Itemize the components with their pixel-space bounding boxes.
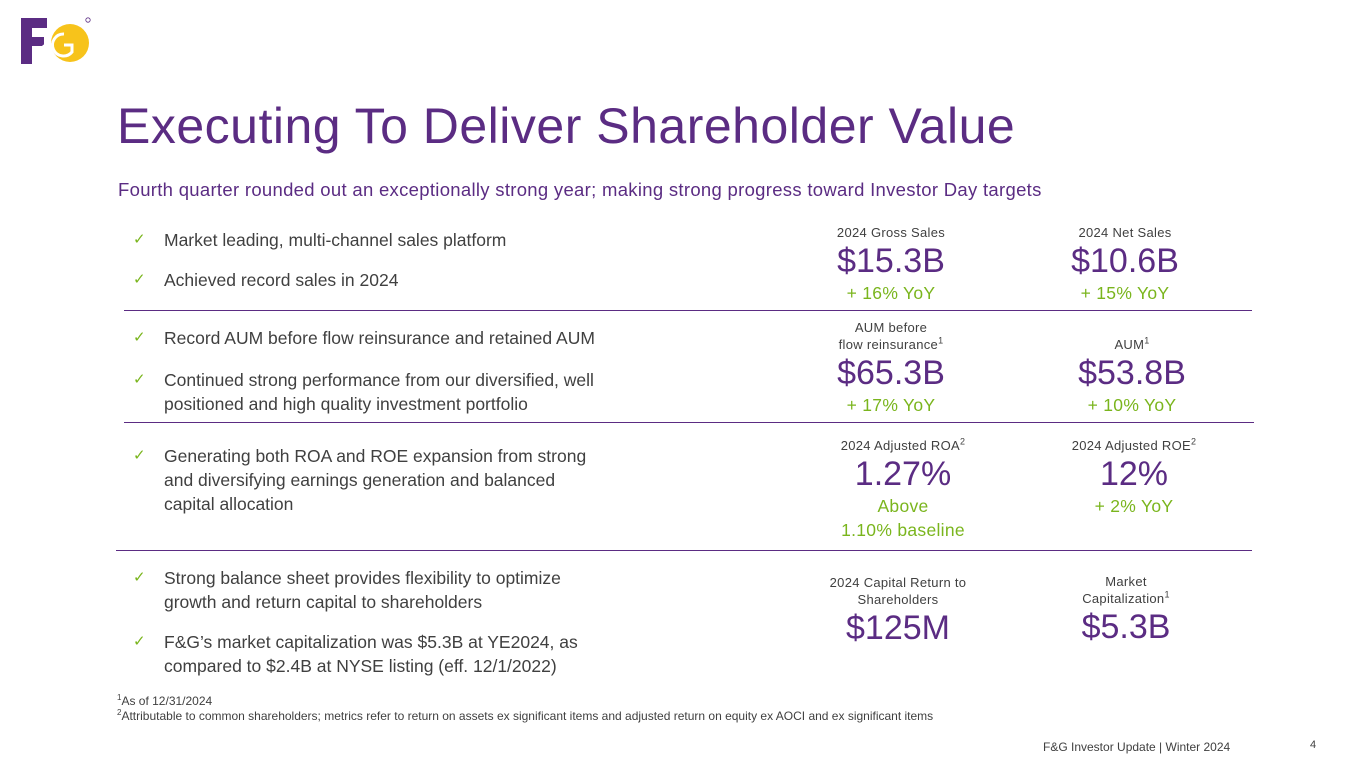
check-icon: ✓ — [133, 328, 146, 346]
metric-label: 2024 Adjusted ROA2 — [803, 437, 1003, 454]
metric-value: $15.3B — [837, 242, 945, 280]
metric-change-line: Above — [877, 496, 929, 516]
bullet-line: Generating both ROA and ROE expansion fr… — [164, 446, 587, 466]
footer-text: F&G Investor Update | Winter 2024 — [1043, 740, 1231, 754]
section-divider — [124, 310, 1252, 311]
check-icon: ✓ — [133, 370, 146, 388]
bullet-line: and diversifying earnings generation and… — [164, 470, 556, 490]
svg-text:&: & — [40, 42, 53, 58]
metric-label-line: flow reinsurance — [838, 337, 939, 352]
bullet-line: capital allocation — [164, 494, 294, 514]
bullet-text: Generating both ROA and ROE expansion fr… — [164, 444, 684, 516]
metric-change: + 16% YoY — [846, 283, 936, 303]
bullet-line: Continued strong performance from our di… — [164, 370, 594, 390]
metric-market-cap: Market Capitalization1 $5.3B — [1026, 573, 1226, 647]
footnote-ref: 2 — [959, 436, 966, 447]
metric-aum: AUM1 $53.8B + 10% YoY — [1032, 336, 1232, 417]
metric-label: 2024 Gross Sales — [836, 225, 946, 240]
metric-value: 1.27% — [854, 455, 952, 493]
footnote-number: 2 — [117, 708, 122, 717]
metric-value: $10.6B — [1071, 242, 1179, 280]
bullet-text: F&G’s market capitalization was $5.3B at… — [164, 630, 684, 678]
section-divider — [124, 422, 1254, 423]
footnote-number: 1 — [117, 693, 122, 702]
metric-gross-sales: 2024 Gross Sales $15.3B + 16% YoY — [791, 224, 991, 305]
metric-aum-before-reinsurance: AUM before flow reinsurance1 $65.3B + 17… — [791, 319, 991, 417]
company-logo: & — [20, 16, 92, 68]
metric-change: + 17% YoY — [846, 395, 936, 415]
footnote-ref: 1 — [938, 335, 944, 346]
bullet-text: Strong balance sheet provides flexibilit… — [164, 566, 684, 614]
bullet-line: Strong balance sheet provides flexibilit… — [164, 568, 561, 588]
metric-change: + 2% YoY — [1094, 496, 1174, 516]
footnote-ref: 2 — [1190, 436, 1197, 447]
page-subtitle: Fourth quarter rounded out an exceptiona… — [118, 179, 1042, 200]
footnote-text: Attributable to common shareholders; met… — [121, 709, 934, 723]
bullet-text: Record AUM before flow reinsurance and r… — [164, 328, 595, 348]
metric-label-line: 2024 Adjusted ROE — [1071, 438, 1191, 453]
metric-value: $53.8B — [1078, 354, 1186, 392]
footnote-ref: 1 — [1164, 589, 1170, 600]
bullet-text: Achieved record sales in 2024 — [164, 270, 399, 290]
metric-label-line: 2024 Adjusted ROA — [840, 438, 960, 453]
footnote-text: As of 12/31/2024 — [121, 694, 213, 708]
bullet-text: Market leading, multi-channel sales plat… — [164, 230, 507, 250]
footnotes: 1As of 12/31/2024 2Attributable to commo… — [117, 694, 933, 724]
metric-label: AUM1 — [1032, 336, 1232, 353]
check-icon: ✓ — [133, 270, 146, 288]
check-icon: ✓ — [133, 632, 146, 650]
footnote-2: 2Attributable to common shareholders; me… — [117, 709, 933, 724]
metric-value: $5.3B — [1081, 608, 1171, 646]
metric-capital-return: 2024 Capital Return to Shareholders $125… — [798, 574, 998, 648]
check-icon: ✓ — [133, 446, 146, 464]
metric-label-line: Market — [1105, 574, 1147, 589]
metric-label-line: AUM before — [854, 320, 928, 335]
bullet-line: compared to $2.4B at NYSE listing (eff. … — [164, 656, 557, 676]
section-divider — [116, 550, 1252, 551]
metric-label: 2024 Adjusted ROE2 — [1034, 437, 1234, 454]
metric-value: 12% — [1099, 455, 1169, 493]
metric-net-sales: 2024 Net Sales $10.6B + 15% YoY — [1025, 224, 1225, 305]
metric-adjusted-roe: 2024 Adjusted ROE2 12% + 2% YoY — [1034, 437, 1234, 518]
metric-change-line: 1.10% baseline — [841, 520, 965, 540]
metric-label: 2024 Capital Return to Shareholders — [798, 574, 998, 608]
metric-value: $125M — [846, 609, 950, 647]
metric-label-line: Shareholders — [857, 592, 939, 607]
metric-change: + 10% YoY — [1087, 395, 1177, 415]
metric-value: $65.3B — [837, 354, 945, 392]
metric-label: 2024 Net Sales — [1078, 225, 1172, 240]
fg-logo-graphic: & — [21, 17, 91, 64]
page-number: 4 — [1310, 739, 1317, 751]
metric-label-line: 2024 Capital Return to — [829, 575, 967, 590]
metric-label: AUM before flow reinsurance1 — [791, 319, 991, 353]
metric-label-line: Capitalization — [1082, 591, 1165, 606]
bullet-line: positioned and high quality investment p… — [164, 394, 528, 414]
check-icon: ✓ — [133, 230, 146, 248]
footnote-1: 1As of 12/31/2024 — [117, 694, 933, 709]
metric-label-line: AUM — [1114, 337, 1145, 352]
metric-label: Market Capitalization1 — [1026, 573, 1226, 607]
bullet-line: F&G’s market capitalization was $5.3B at… — [164, 632, 578, 652]
bullet-line: growth and return capital to shareholder… — [164, 592, 483, 612]
footnote-ref: 1 — [1144, 335, 1150, 346]
check-icon: ✓ — [133, 568, 146, 586]
page-title: Executing To Deliver Shareholder Value — [117, 98, 1016, 154]
metric-change: Above 1.10% baseline — [803, 494, 1003, 542]
metric-adjusted-roa: 2024 Adjusted ROA2 1.27% Above 1.10% bas… — [803, 437, 1003, 542]
bullet-text: Continued strong performance from our di… — [164, 368, 684, 416]
metric-change: + 15% YoY — [1080, 283, 1170, 303]
